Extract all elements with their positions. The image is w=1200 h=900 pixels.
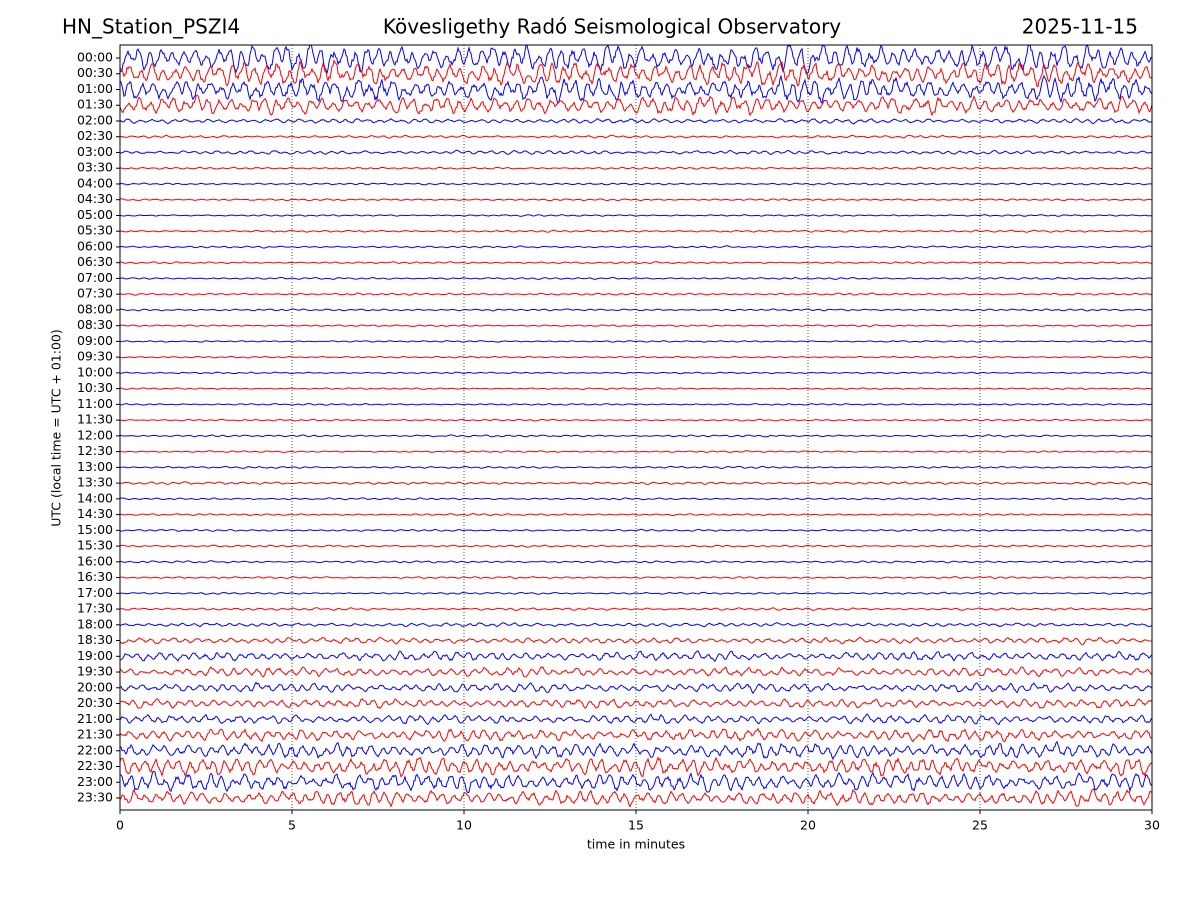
y-tick-label: 11:00 xyxy=(77,396,113,411)
y-tick-label: 08:30 xyxy=(77,317,113,332)
y-tick-label: 19:30 xyxy=(77,664,113,679)
trace xyxy=(120,324,1152,328)
trace xyxy=(120,607,1152,611)
trace xyxy=(120,276,1152,280)
y-tick-label: 14:30 xyxy=(77,506,113,521)
y-tick-label: 04:00 xyxy=(77,175,113,190)
y-tick-label: 23:00 xyxy=(77,774,113,789)
y-tick-label: 01:30 xyxy=(77,97,113,112)
y-tick-label: 10:30 xyxy=(77,380,113,395)
y-tick-label: 17:00 xyxy=(77,585,113,600)
y-tick-label: 11:30 xyxy=(77,412,113,427)
x-tick-label: 0 xyxy=(116,818,124,833)
x-tick-label: 30 xyxy=(1144,818,1160,833)
y-tick-label: 10:00 xyxy=(77,364,113,379)
y-tick-label: 07:00 xyxy=(77,270,113,285)
y-tick-label: 00:00 xyxy=(77,50,113,65)
y-tick-label: 18:30 xyxy=(77,632,113,647)
trace xyxy=(120,465,1152,469)
y-tick-label: 12:00 xyxy=(77,427,113,442)
x-axis-label: time in minutes xyxy=(587,837,685,852)
trace xyxy=(120,591,1152,595)
y-tick-label: 20:30 xyxy=(77,695,113,710)
trace xyxy=(120,58,1152,88)
y-tick-label: 15:00 xyxy=(77,522,113,537)
trace xyxy=(120,117,1152,125)
y-tick-label: 03:30 xyxy=(77,160,113,175)
y-tick-label: 20:00 xyxy=(77,679,113,694)
y-tick-label: 04:30 xyxy=(77,191,113,206)
y-tick-label: 09:00 xyxy=(77,333,113,348)
trace xyxy=(120,261,1152,265)
trace xyxy=(120,339,1152,343)
trace xyxy=(120,214,1152,217)
y-tick-label: 17:30 xyxy=(77,601,113,616)
y-tick-label: 15:30 xyxy=(77,538,113,553)
y-tick-label: 22:30 xyxy=(77,758,113,773)
y-tick-label: 01:00 xyxy=(77,81,113,96)
trace xyxy=(120,450,1152,453)
station-name: HN_Station_PSZI4 xyxy=(62,15,240,39)
trace xyxy=(120,528,1152,532)
trace xyxy=(120,681,1152,695)
trace xyxy=(120,727,1152,743)
x-tick-label: 25 xyxy=(972,818,988,833)
x-tick-label: 20 xyxy=(800,818,816,833)
y-tick-label: 19:00 xyxy=(77,648,113,663)
y-tick-label: 18:00 xyxy=(77,616,113,631)
trace xyxy=(120,512,1152,517)
y-tick-label: 09:30 xyxy=(77,349,113,364)
y-tick-label: 00:30 xyxy=(77,65,113,80)
trace xyxy=(120,636,1152,646)
x-tick-label: 10 xyxy=(456,818,472,833)
x-tick-label: 5 xyxy=(288,818,296,833)
y-tick-label: 05:00 xyxy=(77,207,113,222)
y-axis-label: UTC (local time = UTC + 01:00) xyxy=(49,329,64,527)
y-tick-label: 16:00 xyxy=(77,553,113,568)
y-tick-label: 07:30 xyxy=(77,286,113,301)
y-tick-label: 02:00 xyxy=(77,112,113,127)
y-tick-label: 13:00 xyxy=(77,459,113,474)
y-tick-label: 16:30 xyxy=(77,569,113,584)
y-tick-label: 06:30 xyxy=(77,254,113,269)
y-tick-label: 03:00 xyxy=(77,144,113,159)
trace xyxy=(120,74,1152,105)
y-tick-label: 12:30 xyxy=(77,443,113,458)
chart-title: Kövesligethy Radó Seismological Observat… xyxy=(383,15,841,39)
y-tick-label: 08:00 xyxy=(77,301,113,316)
y-tick-label: 02:30 xyxy=(77,128,113,143)
y-tick-label: 21:00 xyxy=(77,711,113,726)
y-tick-label: 23:30 xyxy=(77,790,113,805)
y-tick-label: 05:30 xyxy=(77,223,113,238)
chart-date: 2025-11-15 xyxy=(1022,15,1138,39)
y-tick-label: 13:30 xyxy=(77,475,113,490)
x-tick-label: 15 xyxy=(628,818,644,833)
y-tick-label: 06:00 xyxy=(77,238,113,253)
y-tick-label: 22:00 xyxy=(77,742,113,757)
trace xyxy=(120,134,1152,139)
y-tick-label: 14:00 xyxy=(77,490,113,505)
y-tick-label: 21:30 xyxy=(77,727,113,742)
trace xyxy=(120,198,1152,202)
trace xyxy=(120,387,1152,391)
